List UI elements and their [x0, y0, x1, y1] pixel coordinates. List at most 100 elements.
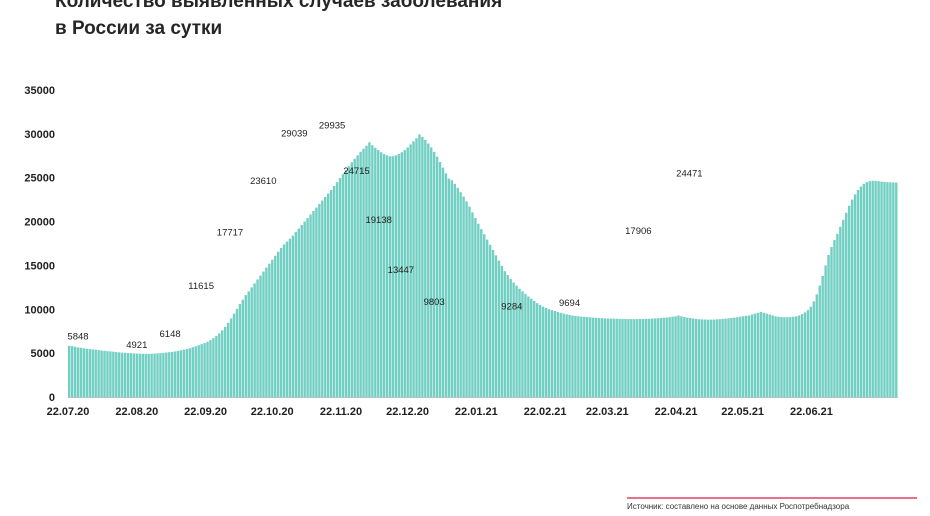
bar [488, 244, 492, 397]
bar [385, 155, 389, 397]
bar [842, 219, 845, 397]
bar [689, 318, 692, 397]
bar [268, 263, 271, 397]
y-tick-label: 5000 [31, 348, 55, 360]
bar [518, 288, 521, 397]
y-tick-label: 0 [49, 392, 55, 404]
bar [594, 317, 598, 397]
bar [247, 291, 250, 397]
x-tick-label: 22.03.21 [586, 406, 629, 418]
x-tick-label: 22.07.20 [47, 406, 90, 418]
bar [462, 196, 465, 397]
bar [250, 287, 253, 397]
bar [783, 317, 786, 397]
bar [656, 318, 660, 397]
bar [218, 333, 221, 397]
bar [762, 312, 766, 397]
bar [794, 316, 798, 397]
bar [485, 239, 489, 397]
bar [547, 309, 551, 397]
x-tick-label: 22.01.21 [455, 406, 498, 418]
bar [221, 330, 224, 397]
x-tick-label: 22.05.21 [721, 406, 764, 418]
bar [91, 349, 94, 397]
bar [668, 317, 671, 397]
bar [229, 318, 233, 397]
bar [718, 319, 721, 397]
bar [379, 152, 383, 397]
bar [524, 293, 527, 397]
bar [530, 298, 533, 397]
bar [700, 319, 704, 397]
bars [68, 134, 898, 398]
bar [727, 318, 730, 397]
bar [94, 349, 97, 397]
bar [877, 181, 880, 397]
bar [294, 232, 298, 397]
bar [456, 187, 459, 397]
bar [156, 353, 159, 397]
bar [765, 313, 768, 397]
bar [382, 154, 386, 397]
bar [494, 255, 498, 397]
x-tick-label: 22.09.20 [184, 406, 227, 418]
bar [118, 352, 121, 397]
bar [235, 308, 239, 397]
bar [200, 344, 203, 397]
bar [288, 238, 292, 397]
bar [821, 275, 824, 397]
bar [400, 152, 403, 397]
bar [868, 181, 871, 397]
bar [709, 319, 713, 397]
y-tick-label: 20000 [24, 217, 55, 229]
bar [430, 147, 433, 397]
bar [824, 265, 827, 397]
bar [633, 319, 636, 397]
bar [138, 353, 142, 397]
bar [527, 296, 530, 397]
bar [374, 147, 377, 397]
bar [88, 349, 92, 397]
bar [444, 173, 448, 397]
data-label: 13447 [388, 265, 414, 276]
bar [574, 315, 577, 397]
bar [100, 350, 103, 397]
bar [512, 282, 515, 397]
bar [344, 170, 348, 397]
bar [297, 228, 300, 397]
bar [733, 317, 736, 397]
y-tick-label: 35000 [24, 85, 55, 97]
bar [833, 239, 836, 397]
bar [603, 318, 607, 397]
chart-title-line1: Количество выявленных случаев заболевани… [55, 0, 503, 12]
bar [173, 351, 177, 397]
bar [647, 318, 651, 397]
bar [892, 182, 895, 397]
bar [97, 350, 100, 397]
bar [491, 250, 495, 397]
bar [350, 162, 353, 397]
data-label: 6148 [160, 329, 181, 340]
bar [453, 183, 456, 397]
bar [335, 182, 339, 397]
data-label: 23610 [250, 176, 276, 187]
data-label: 4921 [126, 340, 147, 351]
bar [886, 182, 889, 397]
bar [477, 223, 480, 397]
bar [85, 348, 89, 397]
y-tick-label: 15000 [24, 260, 55, 272]
bar [126, 353, 130, 397]
chart-title: Количество выявленных случаев заболевани… [55, 0, 502, 42]
bar [621, 318, 624, 397]
bar [497, 260, 501, 397]
bar [806, 310, 810, 397]
data-label: 5848 [67, 332, 88, 343]
bar [715, 319, 718, 397]
x-tick-label: 22.11.20 [320, 406, 362, 418]
bar [480, 229, 483, 397]
bar [674, 316, 677, 397]
x-tick-label: 22.06.21 [790, 406, 833, 418]
bar [356, 155, 359, 397]
bar [171, 351, 174, 397]
